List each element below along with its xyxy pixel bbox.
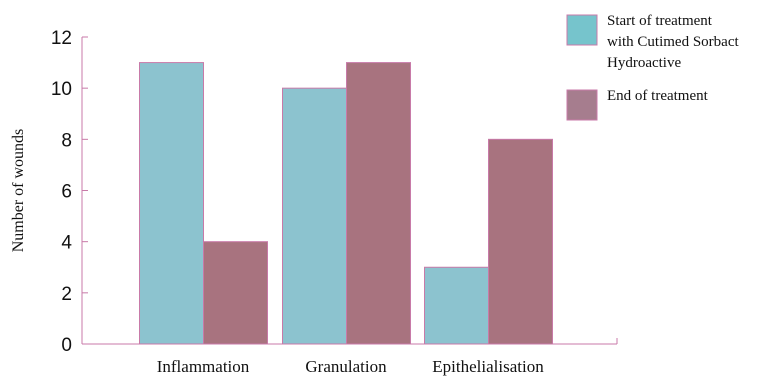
y-tick-label: 2 [61, 284, 72, 305]
bar-epithelialisation-series-2 [488, 138, 553, 345]
legend: Start of treatment with Cutimed Sorbact Hy… [566, 13, 739, 121]
bar-inflammation-series-2 [203, 241, 268, 345]
labels: 0 2 4 6 8 10 12 Number of wounds Inflammation Gra… [10, 28, 544, 376]
bar-granulation-series-2 [346, 62, 411, 345]
x-category-label: Inflammation [157, 357, 250, 376]
bar-epithelialisation-series-1 [424, 266, 489, 345]
legend-label-1: Start of treatment [607, 13, 713, 29]
y-tick-label: 8 [61, 130, 72, 151]
y-tick-label: 10 [51, 79, 72, 100]
legend-label-1: with Cutimed Sorbact [607, 34, 739, 50]
legend-label-2: End of treatment [607, 88, 709, 104]
y-tick-label: 0 [61, 335, 72, 356]
bars [139, 62, 553, 345]
bar-inflammation-series-1 [139, 62, 204, 345]
legend-label-1: Hydroactive [607, 55, 681, 71]
y-tick-label: 12 [51, 28, 72, 49]
x-category-label: Epithelialisation [432, 357, 544, 376]
legend-swatch-2 [566, 89, 598, 121]
y-tick-label: 6 [61, 182, 72, 203]
y-axis-label: Number of wounds [10, 129, 27, 253]
x-category-label: Granulation [305, 357, 387, 376]
y-tick-label: 4 [61, 233, 72, 254]
bar-granulation-series-1 [282, 87, 347, 345]
legend-swatch-1 [566, 14, 598, 46]
